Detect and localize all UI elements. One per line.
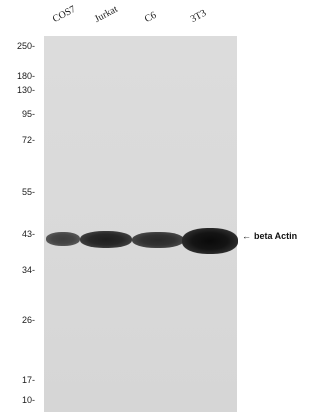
band-jurkat: [80, 231, 132, 248]
marker-180: 180-: [16, 71, 35, 81]
target-label: beta Actin: [254, 231, 298, 241]
lane-label-jurkat: Jurkat: [92, 3, 120, 26]
marker-72: 72-: [21, 135, 35, 145]
lane-label-cos7: COS7: [50, 3, 78, 26]
marker-26: 26-: [21, 315, 35, 325]
marker-17: 17-: [21, 375, 35, 385]
left-arrow-icon: ←: [242, 231, 251, 241]
lane-label-c6: C6: [142, 9, 159, 25]
band-c6: [132, 232, 184, 248]
marker-10: 10-: [21, 395, 35, 405]
marker-34: 34-: [21, 265, 35, 275]
marker-250: 250-: [16, 41, 35, 51]
lane-label-3t3: 3T3: [188, 7, 209, 26]
band-cos7: [46, 232, 80, 246]
marker-130: 130-: [16, 85, 35, 95]
blot-membrane: [44, 36, 238, 412]
marker-95: 95-: [21, 109, 35, 119]
target-annotation: ← beta Actin: [242, 231, 297, 241]
marker-55: 55-: [21, 187, 35, 197]
marker-43: 43-: [21, 229, 35, 239]
band-3t3: [182, 228, 238, 254]
